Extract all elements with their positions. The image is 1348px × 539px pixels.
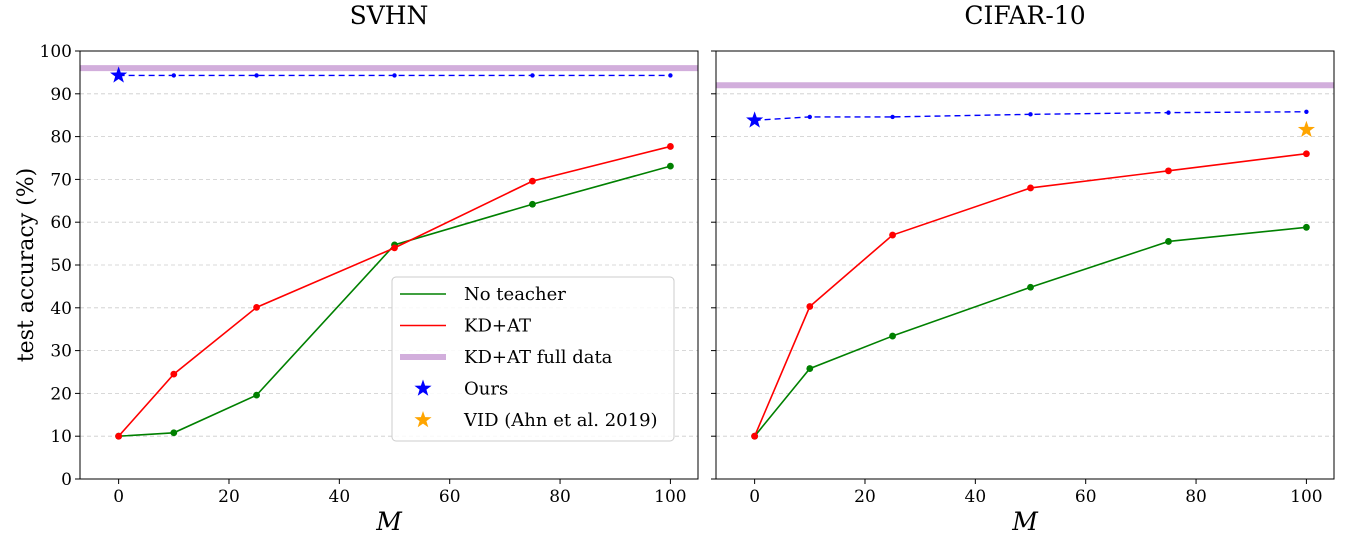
series-point xyxy=(889,332,896,340)
x-tick-label: 100 xyxy=(654,487,686,507)
series-point xyxy=(806,303,814,310)
series-point xyxy=(890,114,895,120)
series-point xyxy=(1304,109,1309,114)
series-point xyxy=(391,244,398,252)
series-line-0 xyxy=(754,226,1307,437)
series-point xyxy=(530,73,535,78)
chart-title: CIFAR-10 xyxy=(964,1,1085,30)
series-point xyxy=(1303,150,1310,158)
legend-label: Ours xyxy=(464,379,508,400)
y-tick-label: 50 xyxy=(50,256,72,276)
legend-label: KD+AT full data xyxy=(464,347,613,368)
x-axis-label: M xyxy=(1011,507,1039,536)
series-point xyxy=(253,303,260,311)
y-tick-label: 10 xyxy=(50,427,72,447)
legend-marker xyxy=(414,411,432,428)
series-line-1 xyxy=(753,152,1307,437)
chart-panel-2: 0 20 40 60 80 100 CIFAR-10 M xyxy=(711,1,1335,536)
x-tick-label: 0 xyxy=(749,487,760,507)
y-tick-label: 90 xyxy=(50,85,72,105)
legend: No teacher KD+AT KD+AT full data Ours VID (A… xyxy=(391,276,675,442)
x-tick-label: 100 xyxy=(1290,487,1322,507)
x-tick-label: 40 xyxy=(965,487,987,507)
x-tick-label: 0 xyxy=(113,487,124,507)
series-point xyxy=(1165,167,1172,175)
series-point xyxy=(668,73,673,78)
x-tick-label: 60 xyxy=(439,487,461,507)
x-tick-label: 80 xyxy=(549,487,571,507)
y-tick-label: 40 xyxy=(50,299,72,319)
series-point xyxy=(1027,283,1034,291)
y-tick-label: 30 xyxy=(50,342,72,362)
star-marker xyxy=(746,111,764,128)
x-tick-label: 20 xyxy=(854,487,876,507)
series-line-1 xyxy=(118,145,671,437)
x-tick-label: 40 xyxy=(329,487,351,507)
series-line-0 xyxy=(118,165,671,437)
chart-title: SVHN xyxy=(350,1,429,30)
y-axis-label: test accuracy (%) xyxy=(14,168,39,362)
legend-label: No teacher xyxy=(464,284,566,305)
series-point xyxy=(751,432,759,440)
series-point xyxy=(667,143,674,150)
y-tick-label: 80 xyxy=(50,128,72,148)
series-point xyxy=(1027,184,1034,192)
series-point xyxy=(1028,112,1033,117)
series-point xyxy=(1166,110,1171,115)
series-point xyxy=(115,432,123,440)
y-tick-label: 100 xyxy=(40,42,72,62)
series-point xyxy=(667,162,674,170)
y-tick-label: 0 xyxy=(61,470,72,490)
chart-panel-1: 0 20 40 60 80 100 0 10 20 30 40 50 60 70 80 90 100 SVHN Mt… xyxy=(14,1,699,536)
series-point xyxy=(529,177,536,185)
legend-box xyxy=(391,276,675,442)
x-tick-label: 80 xyxy=(1185,487,1207,507)
series-point xyxy=(253,391,260,399)
x-axis-label: M xyxy=(375,507,403,536)
legend-label: VID (Ahn et al. 2019) xyxy=(463,410,658,431)
star-marker xyxy=(110,66,128,83)
series-point xyxy=(806,365,814,372)
x-tick-label: 20 xyxy=(218,487,240,507)
series-point xyxy=(170,370,178,378)
series-point xyxy=(1303,223,1310,231)
series-point xyxy=(1165,238,1172,245)
series-point xyxy=(254,73,259,78)
series-point xyxy=(807,114,813,120)
series-point xyxy=(170,429,178,437)
legend-marker xyxy=(414,379,432,396)
star-marker xyxy=(1297,120,1315,138)
series-point xyxy=(529,200,536,208)
series-point xyxy=(171,73,177,78)
y-tick-label: 60 xyxy=(50,213,72,233)
series-point xyxy=(392,73,397,78)
legend-label: KD+AT xyxy=(464,316,531,337)
series-point xyxy=(889,231,896,239)
y-tick-label: 20 xyxy=(50,384,72,404)
y-tick-label: 70 xyxy=(50,170,72,190)
x-tick-label: 60 xyxy=(1075,487,1097,507)
